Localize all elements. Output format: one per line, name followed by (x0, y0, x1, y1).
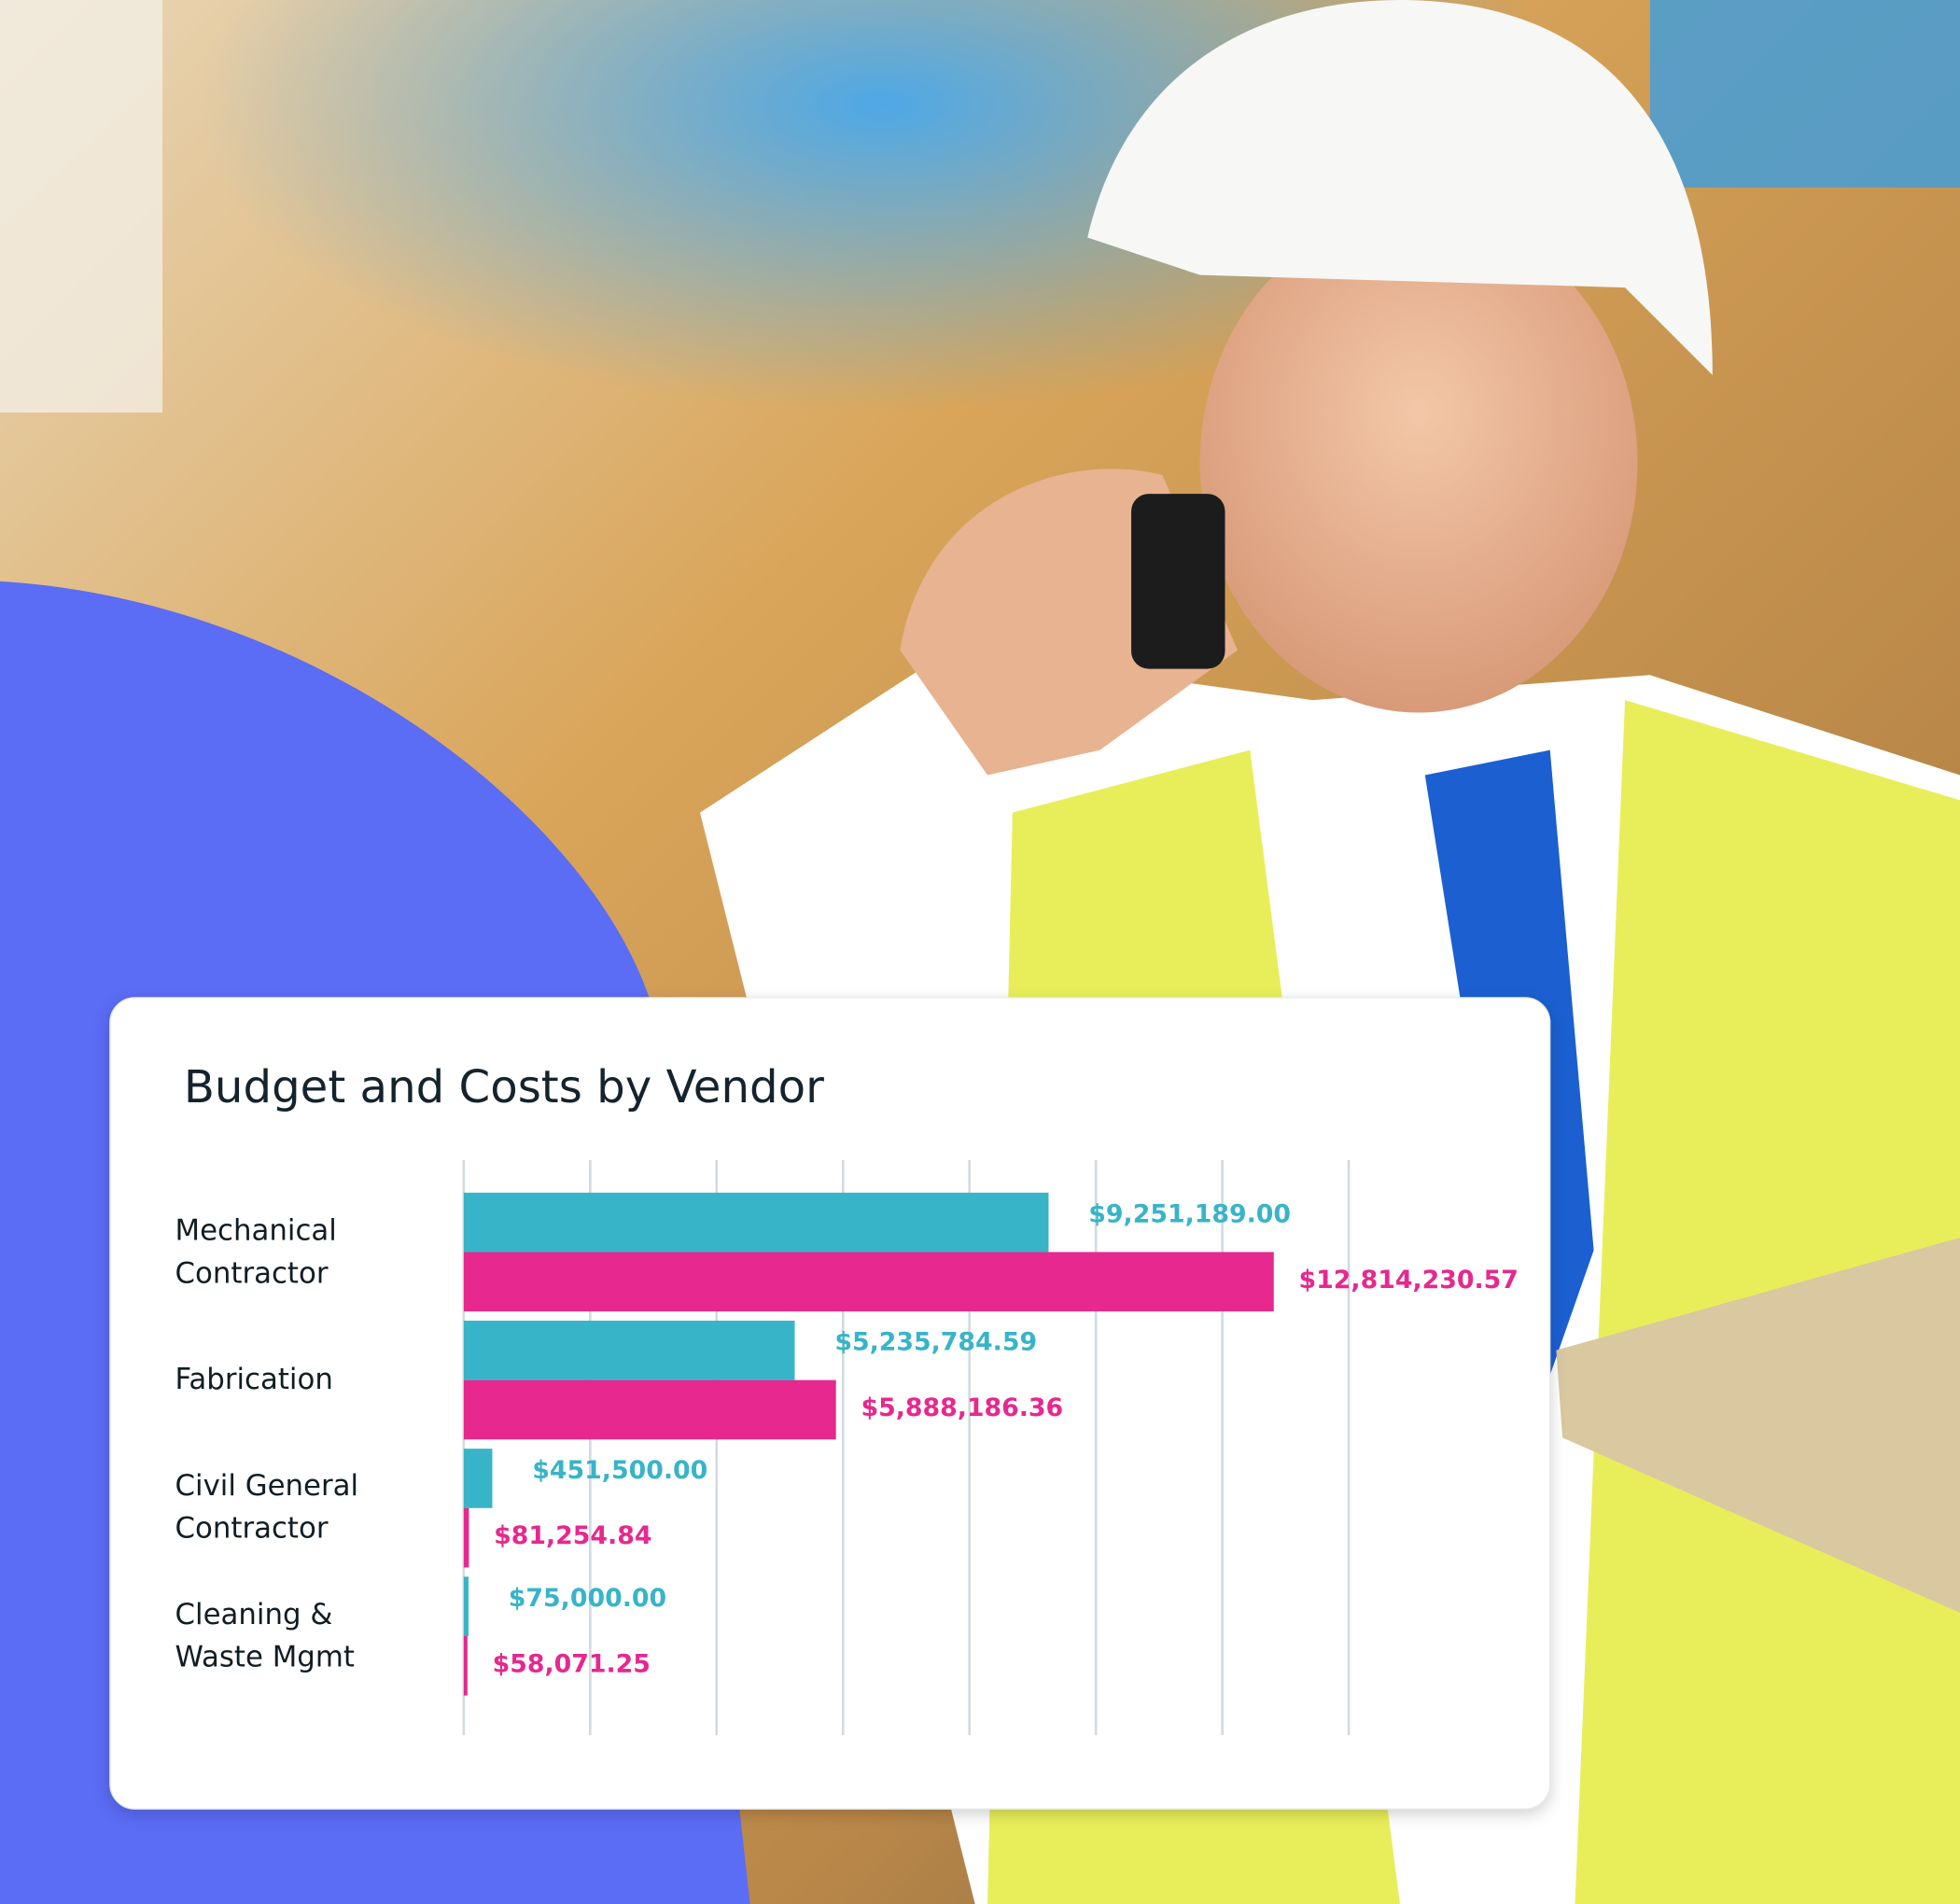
bar (463, 1449, 493, 1508)
y-tick-label: Civil General Contractor (175, 1470, 359, 1546)
bar (463, 1379, 836, 1440)
y-tick-label: Fabrication (175, 1364, 333, 1397)
value-label: $5,888,186.36 (861, 1393, 1063, 1422)
category-label-box: Fabrication (175, 1323, 413, 1436)
plot: $9,251,189.00 $12,814,230.57 $5,235,784.59… (463, 1192, 1519, 1696)
value-label: $5,235,784.59 (834, 1328, 1037, 1357)
value-label: $451,500.00 (532, 1456, 707, 1485)
bar (463, 1635, 468, 1696)
value-label: $81,254.84 (494, 1521, 651, 1550)
value-label: $58,071.25 (493, 1649, 651, 1678)
value-label: $12,814,230.57 (1299, 1266, 1519, 1295)
y-tick-label: Cleaning & Waste Mgmt (175, 1598, 355, 1674)
bar (463, 1321, 795, 1380)
bar (463, 1192, 1049, 1253)
bar (463, 1507, 469, 1568)
value-label: $9,251,189.00 (1088, 1199, 1291, 1228)
category-label-wrap: Mechanical Contractor (175, 1196, 413, 1309)
category-label-wrap: Civil General Contractor (175, 1452, 413, 1565)
category-label-box: Mechanical Contractor (175, 1196, 413, 1309)
y-tick-label: Mechanical Contractor (175, 1214, 337, 1290)
category-label-wrap: Cleaning & Waste Mgmt (175, 1580, 413, 1693)
value-label: $75,000.00 (509, 1584, 666, 1613)
category-label-wrap: Fabrication (175, 1323, 413, 1436)
chart-title: Budget and Costs by Vendor (184, 1061, 824, 1113)
bar (463, 1252, 1274, 1312)
bar (463, 1576, 469, 1636)
category-label-box: Cleaning & Waste Mgmt (175, 1580, 413, 1693)
category-label-box: Civil General Contractor (175, 1452, 413, 1565)
